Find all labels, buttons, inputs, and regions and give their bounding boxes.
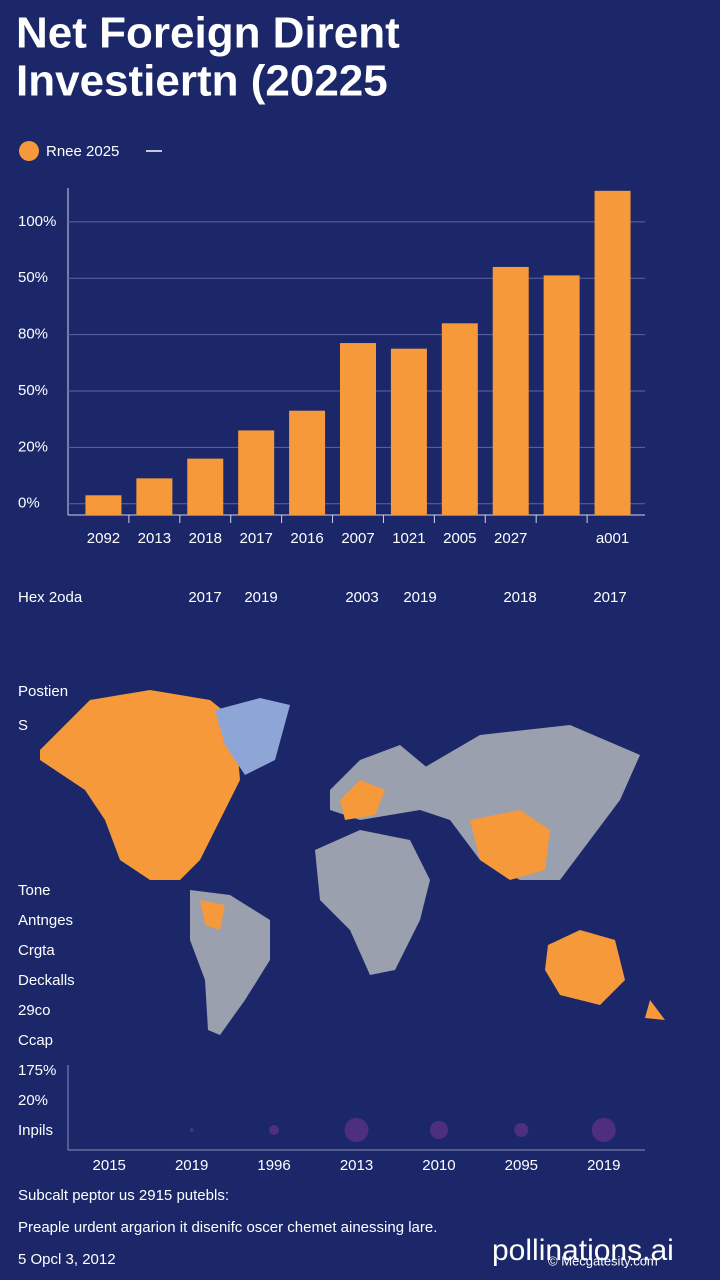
x-tick-label: 2005 [443,530,476,547]
south-america-highlight [200,900,225,930]
china [470,810,550,880]
x-tick-label: 2092 [87,530,120,547]
asia [420,725,640,880]
bar [238,430,275,515]
bar [543,275,580,515]
x-tick-label: 2015 [93,1157,126,1174]
bar [441,323,478,515]
side-label: 29co [18,1002,51,1019]
side-label: 20% [18,1092,48,1109]
subtitle: Investiertn (20225 [16,57,388,106]
footer-line: Preaple urdent argarion it disenifc osce… [18,1219,437,1236]
bar [289,410,326,515]
x-tick-label: 1996 [257,1157,290,1174]
x-label-secondary: 2019 [403,589,436,606]
map-label: Postien [18,683,68,700]
y-tick-label: 50% [18,382,48,399]
world-map [40,690,665,1035]
bubble [344,1118,369,1142]
europe-highlight [340,780,385,820]
side-label: Antnges [18,912,73,929]
x-tick-label: 2018 [189,530,222,547]
bar [136,478,173,515]
x-tick-label: 2007 [341,530,374,547]
legend-label: Rnee 2025 [46,143,119,160]
bar [594,190,631,515]
x-tick-label: 2013 [340,1157,373,1174]
x-label-secondary: Hex 2oda [18,589,83,606]
bar [85,495,122,515]
north-america [40,690,240,880]
bubble [429,1121,448,1139]
australia [545,930,625,1005]
x-tick-label: 2017 [239,530,272,547]
side-label: Deckalls [18,972,75,989]
brand: pollinations.ai [492,1234,674,1267]
x-tick-label: 2095 [505,1157,538,1174]
x-tick-label: 2019 [175,1157,208,1174]
bar [340,343,376,515]
x-tick-label: 2019 [587,1157,620,1174]
legend-swatch [19,141,39,161]
side-label: Tone [18,882,51,899]
side-label: 175% [18,1062,56,1079]
x-label-secondary: 2017 [188,589,221,606]
x-tick-label: 2016 [290,530,323,547]
x-tick-label: 1021 [392,530,425,547]
x-tick-label: 2027 [494,530,527,547]
x-label-secondary: 2017 [593,589,626,606]
x-tick-label: 2013 [138,530,171,547]
x-tick-label: a001 [596,530,629,547]
side-label: Inpils [18,1122,53,1139]
bubble [189,1128,194,1132]
africa [315,830,430,975]
footer-line: Subcalt peptor us 2915 putebls: [18,1187,229,1204]
bar [492,266,529,515]
new-zealand [645,1000,665,1020]
greenland [215,698,290,775]
bubble [269,1125,280,1135]
y-tick-label: 50% [18,269,48,286]
side-label: Crgta [18,942,55,959]
y-tick-label: 80% [18,326,48,343]
credit: © Mecgatesity.com [548,1253,658,1268]
side-label: Ccap [18,1032,53,1049]
x-label-secondary: 2019 [244,589,277,606]
footer-line: 5 Opcl 3, 2012 [18,1251,116,1268]
bar [390,348,427,515]
bubble [514,1123,529,1137]
y-tick-label: 0% [18,495,40,512]
title: Net Foreign Dirent [16,9,400,58]
y-tick-label: 20% [18,438,48,455]
x-label-secondary: 2018 [503,589,536,606]
x-tick-label: 2010 [422,1157,455,1174]
bubble [591,1118,616,1142]
y-tick-label: 100% [18,213,56,230]
x-label-secondary: 2003 [345,589,378,606]
bar [187,458,224,515]
map-label: S [18,717,28,734]
